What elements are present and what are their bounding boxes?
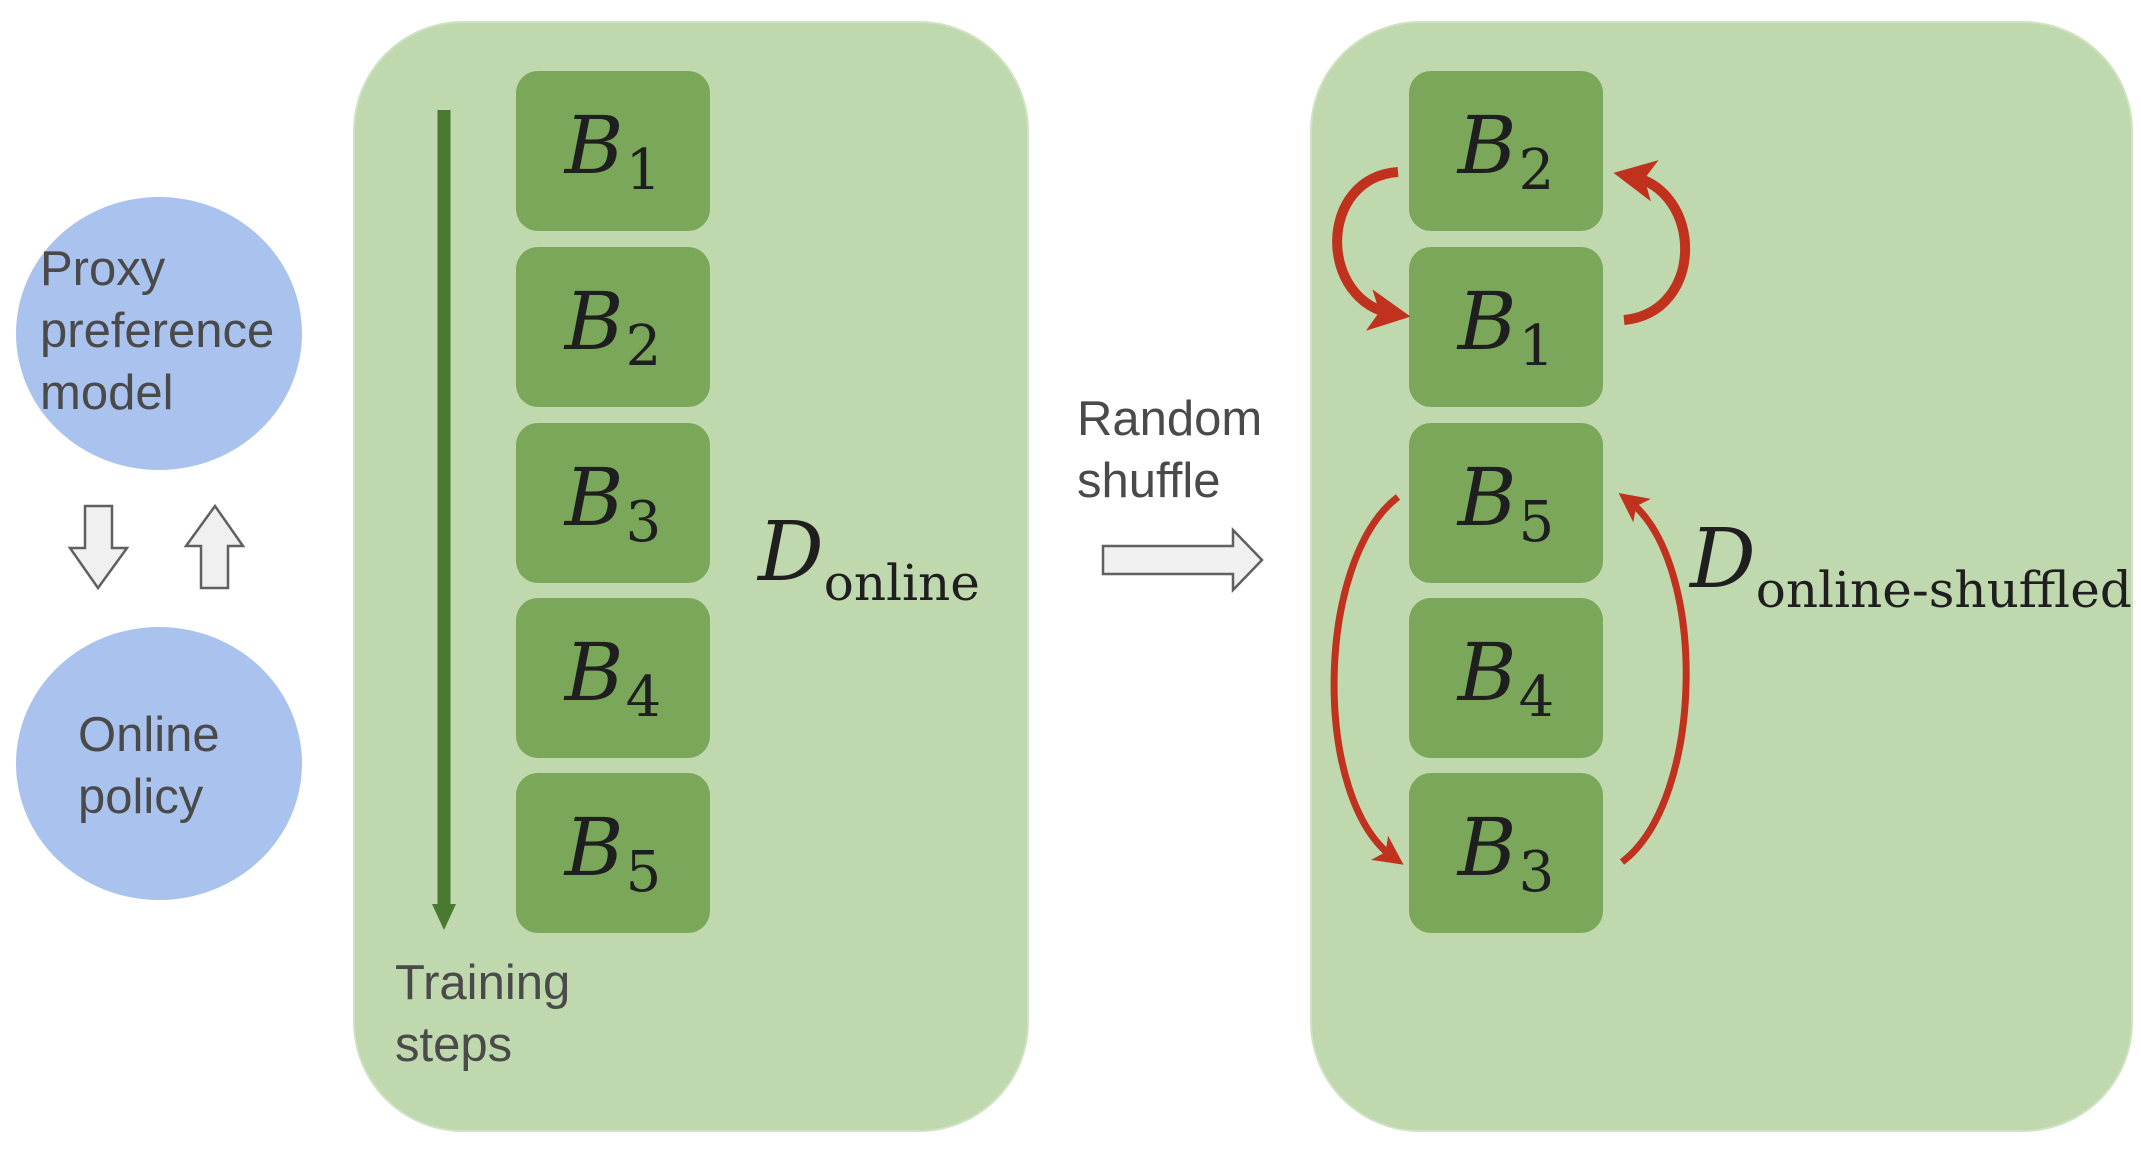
- shuffled-block-1: B2: [1409, 71, 1603, 231]
- random-shuffle-line-2: shuffle: [1077, 454, 1221, 508]
- random-shuffle-line-1: Random: [1077, 392, 1263, 446]
- shuffled-block-1-label: B2: [1457, 99, 1555, 204]
- shuffled-block-2: B1: [1409, 247, 1603, 407]
- down-hollow-arrow-icon: [67, 504, 130, 591]
- shuffled-block-4: B4: [1409, 598, 1603, 758]
- proxy-label-line-2: preference: [40, 304, 275, 358]
- online-block-5-label: B5: [564, 801, 662, 906]
- online-policy-label: Online policy: [78, 704, 220, 828]
- shuffled-dataset-subscript: online-shuffled: [1755, 561, 2132, 619]
- training-time-arrowhead-icon: [432, 904, 456, 930]
- shuffled-dataset-symbol: D: [1690, 512, 1756, 607]
- swap-arrow-b5-down-icon: [1330, 494, 1404, 865]
- shuffled-block-5: B3: [1409, 773, 1603, 933]
- training-steps-line-1: Training: [395, 956, 571, 1010]
- online-block-2: B2: [516, 247, 710, 407]
- swap-arrow-b2-down-icon: [1332, 167, 1411, 331]
- proxy-label-line-1: Proxy: [40, 242, 166, 296]
- proxy-preference-model-node: [16, 197, 302, 470]
- online-dataset-symbol: D: [758, 505, 824, 600]
- online-dataset-label: Donline: [758, 505, 980, 612]
- online-block-5: B5: [516, 773, 710, 933]
- training-steps-label: Training steps: [395, 952, 570, 1076]
- up-hollow-arrow-icon: [183, 503, 246, 590]
- online-block-1: B1: [516, 71, 710, 231]
- training-steps-line-2: steps: [395, 1018, 513, 1072]
- online-block-1-label: B1: [564, 99, 662, 204]
- online-policy-node: [16, 627, 302, 900]
- online-block-2-label: B2: [564, 275, 662, 380]
- swap-arrow-b1-up-icon: [1613, 160, 1691, 325]
- shuffled-block-2-label: B1: [1457, 275, 1555, 380]
- online-dataset-subscript: online: [823, 554, 980, 612]
- shuffled-dataset-label: Donline-shuffled: [1690, 512, 2132, 619]
- policy-label-line-1: Online: [78, 708, 220, 762]
- shuffled-block-3: B5: [1409, 423, 1603, 583]
- proxy-preference-model-label: Proxy preference model: [40, 238, 274, 424]
- online-block-3-label: B3: [564, 451, 662, 556]
- policy-label-line-2: policy: [78, 770, 204, 824]
- shuffled-block-5-label: B3: [1457, 801, 1555, 906]
- online-block-4-label: B4: [564, 626, 662, 731]
- online-block-3: B3: [516, 423, 710, 583]
- proxy-label-line-3: model: [40, 366, 174, 420]
- online-block-4: B4: [516, 598, 710, 758]
- random-shuffle-label: Random shuffle: [1077, 388, 1262, 512]
- shuffled-block-3-label: B5: [1457, 451, 1555, 556]
- swap-arrow-b3-up-icon: [1618, 492, 1690, 865]
- shuffled-block-4-label: B4: [1457, 626, 1555, 731]
- shuffle-hollow-arrow-icon: [1101, 526, 1264, 594]
